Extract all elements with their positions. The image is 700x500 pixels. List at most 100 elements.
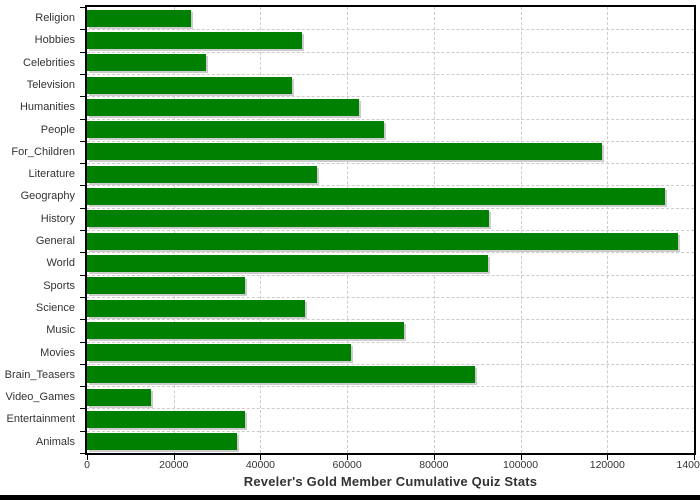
bar-movies	[87, 344, 352, 362]
gridline-horizontal	[87, 73, 694, 75]
bar-general	[87, 232, 678, 250]
plot-grid-and-bars	[87, 7, 694, 453]
gridline-horizontal	[87, 118, 694, 120]
gridline-horizontal	[87, 51, 694, 53]
y-axis-label-geography: Geography	[20, 190, 75, 203]
bar-brain_teasers	[87, 366, 476, 384]
y-axis-label-literature: Literature	[28, 168, 75, 181]
y-axis-tick	[80, 207, 86, 209]
gridline-vertical	[260, 7, 262, 453]
bar-humanities	[87, 98, 359, 116]
x-axis-tick	[607, 455, 609, 460]
y-axis-tick	[80, 453, 86, 454]
gridline-vertical	[347, 7, 349, 453]
bar-religion	[87, 9, 191, 27]
bar-sports	[87, 277, 245, 295]
gridline-horizontal	[87, 408, 694, 410]
y-axis-tick	[80, 118, 86, 120]
gridline-horizontal	[87, 163, 694, 165]
chart-title: Reveler's Gold Member Cumulative Quiz St…	[243, 474, 538, 489]
x-axis-tick-label: 120000	[589, 459, 625, 471]
bar-video_games	[87, 388, 152, 406]
y-axis-tick	[80, 363, 86, 365]
x-axis-tick-label: 140000	[676, 459, 700, 471]
gridline-horizontal	[87, 363, 694, 365]
y-axis-label-sports: Sports	[43, 279, 75, 292]
gridline-vertical	[433, 7, 435, 453]
gridline-horizontal	[87, 296, 694, 298]
y-axis-label-music: Music	[46, 324, 75, 337]
x-axis-tick-label: 60000	[332, 459, 362, 471]
gridline-vertical	[607, 7, 609, 453]
y-axis-tick	[80, 51, 86, 53]
bar-for_children	[87, 143, 602, 161]
bar-entertainment	[87, 411, 246, 429]
bar-literature	[87, 165, 317, 183]
y-axis-tick	[80, 185, 86, 187]
y-axis-tick	[80, 140, 86, 142]
y-axis-label-animals: Animals	[35, 435, 75, 448]
bar-celebrities	[87, 54, 207, 72]
y-axis-tick	[80, 29, 86, 31]
y-axis-label-brain_teasers: Brain_Teasers	[4, 368, 75, 381]
gridline-horizontal	[87, 185, 694, 187]
x-axis-tick-label: 100000	[503, 459, 539, 471]
bar-animals	[87, 433, 238, 451]
y-axis-tick	[80, 230, 86, 231]
y-axis-label-humanities: Humanities	[19, 101, 75, 114]
gridline-horizontal	[87, 230, 694, 231]
x-axis-tick	[694, 455, 695, 460]
gridline-horizontal	[87, 341, 694, 343]
gridline-horizontal	[87, 386, 694, 388]
y-axis-tick	[80, 386, 86, 388]
bottom-border-bar	[0, 495, 700, 500]
bar-geography	[87, 188, 666, 206]
gridline-horizontal	[87, 207, 694, 209]
gridline-horizontal	[87, 274, 694, 276]
bar-hobbies	[87, 31, 303, 49]
y-axis-label-hobbies: Hobbies	[34, 34, 75, 47]
y-axis-tick	[80, 430, 86, 432]
y-axis-tick	[80, 296, 86, 298]
gridline-horizontal	[87, 140, 694, 142]
x-axis-tick-label: 0	[84, 459, 90, 471]
y-axis-tick	[80, 252, 86, 254]
y-axis-tick	[80, 73, 86, 75]
y-axis-label-people: People	[40, 123, 75, 136]
plot-area	[85, 5, 696, 455]
y-axis-label-general: General	[35, 235, 75, 247]
x-axis-tick	[433, 455, 435, 460]
y-axis-label-celebrities: Celebrities	[23, 56, 75, 69]
gridline-horizontal	[87, 96, 694, 98]
gridline-horizontal	[87, 319, 694, 321]
gridline-horizontal	[87, 29, 694, 31]
y-axis-label-science: Science	[35, 301, 75, 314]
gridline-vertical	[520, 7, 522, 453]
y-axis-label-video_games: Video_Games	[5, 391, 75, 404]
bar-people	[87, 121, 384, 139]
y-axis-label-world: World	[46, 257, 75, 270]
y-axis-tick	[80, 341, 86, 343]
gridline-vertical	[173, 7, 175, 453]
bar-music	[87, 321, 404, 339]
x-axis-tick	[173, 455, 175, 460]
y-axis-label-for_children: For_Children	[11, 145, 75, 158]
y-axis-label-movies: Movies	[40, 346, 75, 359]
gridline-horizontal	[87, 430, 694, 432]
y-axis-tick	[80, 96, 86, 98]
y-axis-tick	[80, 319, 86, 321]
x-axis-tick	[347, 455, 349, 460]
x-axis-tick	[520, 455, 522, 460]
x-axis-tick	[260, 455, 262, 460]
bar-world	[87, 254, 488, 272]
bar-television	[87, 76, 293, 94]
y-axis-tick	[80, 408, 86, 410]
bar-science	[87, 299, 306, 317]
y-axis-tick	[80, 7, 86, 8]
y-axis-label-history: History	[40, 212, 75, 225]
gridline-horizontal	[87, 252, 694, 254]
x-axis-tick	[87, 455, 88, 460]
x-axis-tick-label: 20000	[159, 459, 189, 471]
y-axis-label-religion: Religion	[35, 12, 75, 24]
